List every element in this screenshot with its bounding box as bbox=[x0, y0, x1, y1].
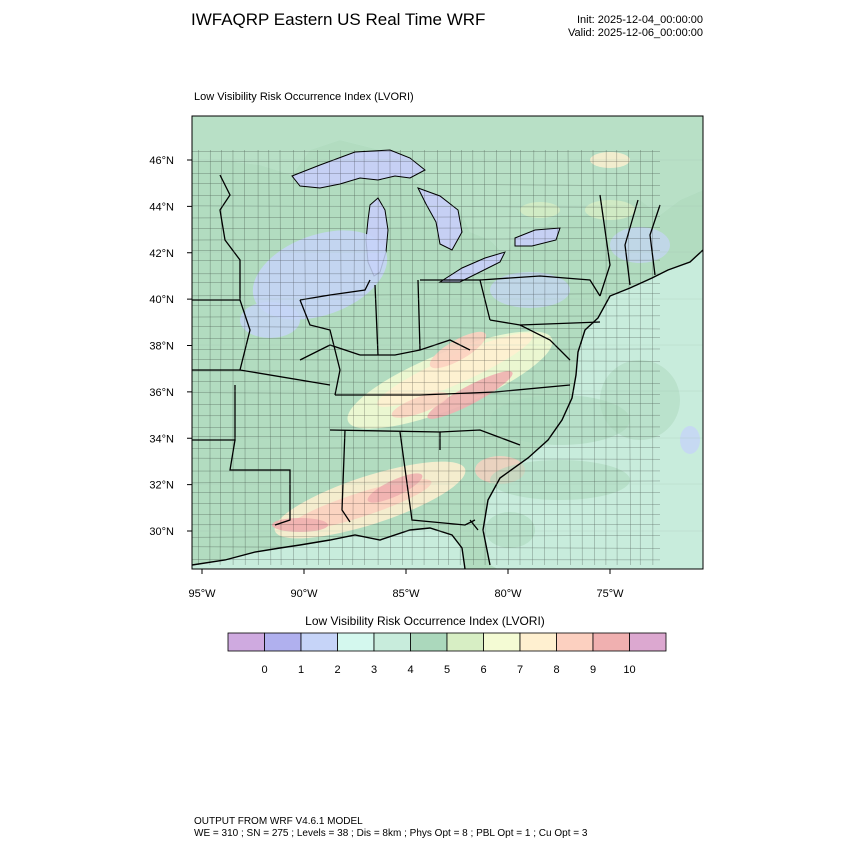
lat-tick-label: 40°N bbox=[149, 294, 174, 306]
colorbar-box bbox=[373, 632, 411, 652]
latitude-axis: 46°N 44°N 42°N 40°N 38°N 36°N 34°N 32°N 30°N bbox=[149, 155, 192, 538]
footer-line-1: OUTPUT FROM WRF V4.6.1 MODEL bbox=[194, 816, 363, 827]
colorbar-label: 8 bbox=[553, 664, 559, 676]
lvori-field bbox=[240, 152, 700, 548]
lat-tick-label: 38°N bbox=[149, 341, 174, 353]
colorbar-box bbox=[337, 632, 375, 652]
colorbar-label: 6 bbox=[480, 664, 486, 676]
colorbar-box bbox=[629, 632, 667, 652]
canada-land bbox=[192, 116, 703, 255]
colorbar-label: 4 bbox=[407, 664, 413, 676]
lat-tick-label: 44°N bbox=[149, 201, 174, 213]
longitude-axis: 95°W 90°W 85°W 80°W 75°W bbox=[188, 569, 624, 600]
colorbar-label: 3 bbox=[371, 664, 377, 676]
colorbar-label: 9 bbox=[590, 664, 596, 676]
coastline bbox=[192, 249, 703, 569]
colorbar-box bbox=[227, 632, 265, 652]
lat-tick-label: 42°N bbox=[149, 248, 174, 260]
init-time: Init: 2025-12-04_00:00:00 bbox=[577, 14, 703, 26]
lon-tick-label: 75°W bbox=[596, 588, 624, 600]
colorbar-label: 10 bbox=[623, 664, 635, 676]
lat-tick-label: 34°N bbox=[149, 433, 174, 445]
colorbar-box bbox=[446, 632, 484, 652]
lat-tick-label: 30°N bbox=[149, 526, 174, 538]
colorbar-box bbox=[410, 632, 448, 652]
colorbar-label: 7 bbox=[517, 664, 523, 676]
state-boundaries bbox=[192, 174, 661, 531]
colorbar-title: Low Visibility Risk Occurrence Index (LV… bbox=[305, 614, 545, 628]
map-frame bbox=[191, 115, 704, 570]
colorbar-box bbox=[264, 632, 302, 652]
colorbar-label: 2 bbox=[334, 664, 340, 676]
lat-tick-label: 36°N bbox=[149, 387, 174, 399]
lon-tick-label: 80°W bbox=[494, 588, 522, 600]
model-footer: OUTPUT FROM WRF V4.6.1 MODEL WE = 310 ; … bbox=[194, 816, 587, 840]
graticule bbox=[192, 159, 703, 532]
lon-tick-label: 95°W bbox=[188, 588, 216, 600]
colorbar-labels: 0 1 2 3 4 5 6 7 8 9 10 bbox=[261, 664, 635, 676]
lat-tick-label: 46°N bbox=[149, 155, 174, 167]
lon-tick-label: 90°W bbox=[290, 588, 318, 600]
colorbar-box bbox=[556, 632, 594, 652]
lake-huron bbox=[416, 187, 463, 251]
main-title: IWFAQRP Eastern US Real Time WRF bbox=[191, 10, 486, 29]
map-content bbox=[192, 116, 703, 569]
colorbar-label: 1 bbox=[298, 664, 304, 676]
county-boundaries bbox=[192, 149, 661, 566]
lat-tick-label: 32°N bbox=[149, 480, 174, 492]
colorbar-label: 5 bbox=[444, 664, 450, 676]
run-info: Init: 2025-12-04_00:00:00 Valid: 2025-12… bbox=[545, 14, 703, 40]
colorbar-box bbox=[592, 632, 630, 652]
map-panel: 46°N 44°N 42°N 40°N 38°N 36°N 34°N 32°N 30°N 95°… bbox=[149, 115, 704, 600]
footer-line-2: WE = 310 ; SN = 275 ; Levels = 38 ; Dis … bbox=[194, 828, 588, 839]
colorbar-box bbox=[483, 632, 521, 652]
lake-ontario bbox=[514, 227, 561, 247]
valid-time: Valid: 2025-12-06_00:00:00 bbox=[568, 27, 703, 39]
panel-title: Low Visibility Risk Occurrence Index (LV… bbox=[194, 91, 414, 103]
colorbar-box bbox=[300, 632, 338, 652]
colorbar-box bbox=[519, 632, 557, 652]
lon-tick-label: 85°W bbox=[392, 588, 420, 600]
colorbar-label: 0 bbox=[261, 664, 267, 676]
colorbar-boxes bbox=[227, 632, 667, 652]
